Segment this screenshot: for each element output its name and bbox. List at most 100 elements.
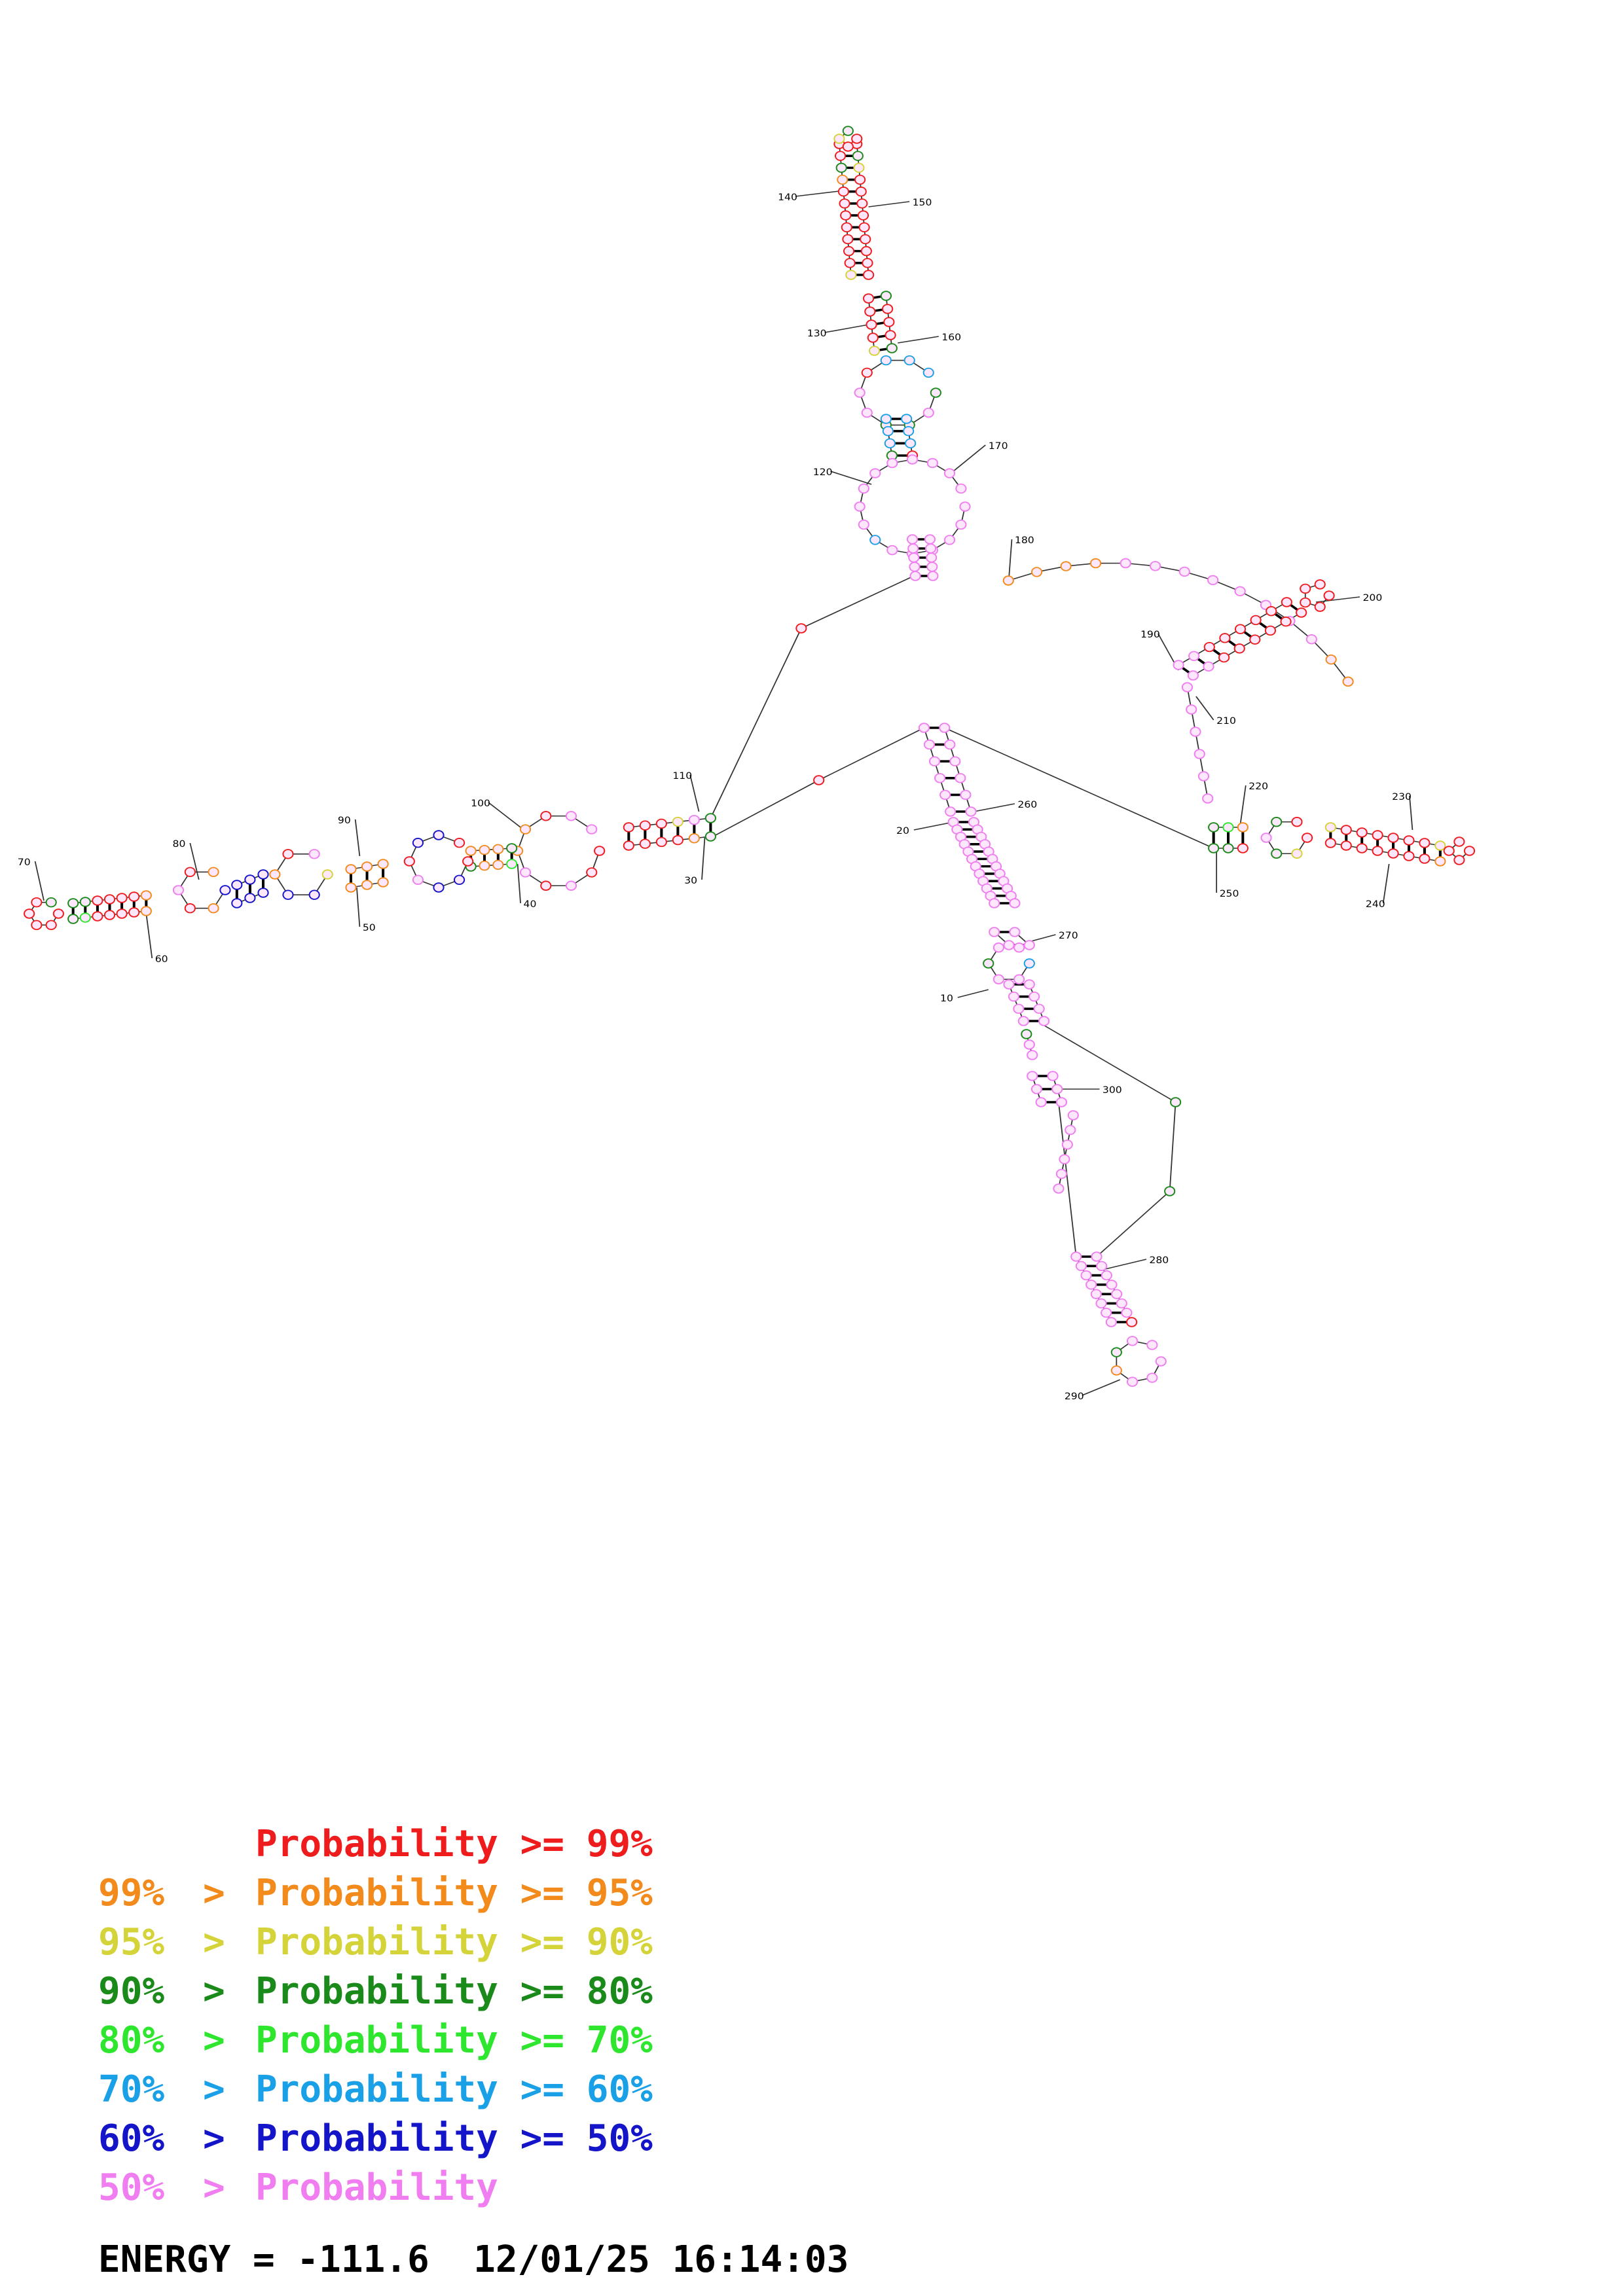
position-tick [701, 837, 706, 880]
nucleotide [924, 534, 936, 545]
nucleotide [927, 571, 939, 581]
nucleotide [1181, 682, 1194, 692]
nucleotide [928, 756, 941, 766]
nucleotide [841, 222, 852, 232]
nucleotide [1089, 558, 1102, 569]
nucleotide [1291, 848, 1303, 859]
nucleotide [208, 903, 219, 914]
nucleotide [1434, 840, 1446, 851]
nucleotide [861, 367, 873, 378]
nucleotide [172, 885, 185, 895]
nucleotide [880, 355, 892, 366]
position-label: 300 [1103, 1085, 1122, 1096]
nucleotide [1095, 1298, 1107, 1309]
nucleotide [1110, 1347, 1122, 1357]
nucleotide [837, 187, 850, 197]
nucleotide [1314, 601, 1326, 612]
nucleotide [1186, 704, 1197, 715]
energy-timestamp: ENERGY = -111.6 12/01/25 16:14:03 [98, 2238, 849, 2281]
nucleotide [1029, 991, 1040, 1002]
position-label: 190 [1140, 630, 1160, 640]
nucleotide [672, 816, 684, 827]
nucleotide [854, 501, 866, 512]
nucleotide [1234, 624, 1247, 634]
nucleotide [586, 867, 598, 878]
nucleotide [103, 894, 116, 905]
nucleotide [1096, 1261, 1108, 1271]
nucleotide [79, 912, 91, 923]
nucleotide [1146, 1340, 1158, 1350]
nucleotide [955, 483, 967, 494]
nucleotide [926, 457, 938, 469]
nucleotide [854, 174, 866, 185]
nucleotide [1067, 1110, 1079, 1121]
nucleotide [918, 723, 930, 733]
nucleotide [103, 910, 116, 920]
nucleotide [1013, 1003, 1025, 1014]
nucleotide [1126, 1376, 1139, 1387]
nucleotide [492, 859, 504, 870]
nucleotide [934, 773, 946, 783]
position-label: 10 [940, 994, 953, 1004]
nucleotide [1021, 1029, 1032, 1039]
backbone-connectors [28, 130, 1470, 1396]
legend-prefix: 80% [98, 2019, 165, 2062]
nucleotide [1266, 606, 1277, 617]
nucleotide [1090, 1289, 1102, 1299]
nucleotide [989, 927, 1000, 937]
legend-prefix: 70% [98, 2068, 165, 2111]
legend-separator: > [203, 2117, 225, 2160]
nucleotide [1190, 726, 1201, 737]
legend-label: Probability >= 95% [255, 1872, 653, 1914]
nucleotide [943, 535, 956, 545]
nucleotide [403, 856, 415, 867]
position-label: 280 [1149, 1255, 1169, 1266]
backbone-segment [710, 628, 802, 819]
nucleotide [1202, 793, 1214, 804]
nucleotide [412, 874, 424, 885]
nucleotide [1237, 822, 1249, 833]
nucleotide [479, 844, 490, 855]
nucleotide [834, 151, 847, 161]
nucleotide [282, 849, 294, 859]
nucleotide [842, 126, 854, 136]
nucleotide [594, 846, 606, 856]
nucleotide [886, 457, 898, 469]
nucleotide [907, 454, 919, 465]
nucleotide [884, 330, 896, 340]
nucleotide [1059, 1154, 1070, 1164]
nucleotide [688, 815, 700, 825]
nucleotide [639, 820, 651, 831]
nucleotide [851, 134, 863, 144]
nucleotide [1419, 838, 1431, 848]
position-tick [1008, 539, 1013, 579]
nucleotide [208, 867, 219, 877]
nucleotide [1324, 822, 1336, 833]
nucleotide [269, 869, 281, 880]
position-label: 230 [1392, 792, 1412, 802]
backbone-segment [818, 727, 924, 781]
nucleotide [1023, 940, 1035, 950]
nucleotide [868, 346, 881, 356]
backbone-segment [710, 780, 820, 838]
nucleotide [1070, 1251, 1082, 1262]
nucleotide [854, 387, 866, 398]
legend-separator: > [203, 1970, 225, 2013]
nucleotide [1302, 833, 1313, 843]
position-tick [1409, 795, 1413, 831]
nucleotide [1121, 1308, 1133, 1318]
position-label: 30 [684, 876, 697, 886]
nucleotide [377, 877, 389, 888]
legend-separator: > [203, 2166, 225, 2209]
nucleotide [345, 882, 357, 893]
nucleotide [1356, 843, 1368, 853]
nucleotide [257, 888, 269, 898]
nucleotide [361, 861, 373, 872]
nucleotide [128, 907, 140, 918]
nucleotide [623, 840, 634, 851]
nucleotide [884, 438, 896, 449]
nucleotide [1387, 833, 1399, 843]
nucleotide [907, 543, 919, 554]
nucleotide [1323, 590, 1335, 601]
nucleotide [1203, 641, 1215, 653]
